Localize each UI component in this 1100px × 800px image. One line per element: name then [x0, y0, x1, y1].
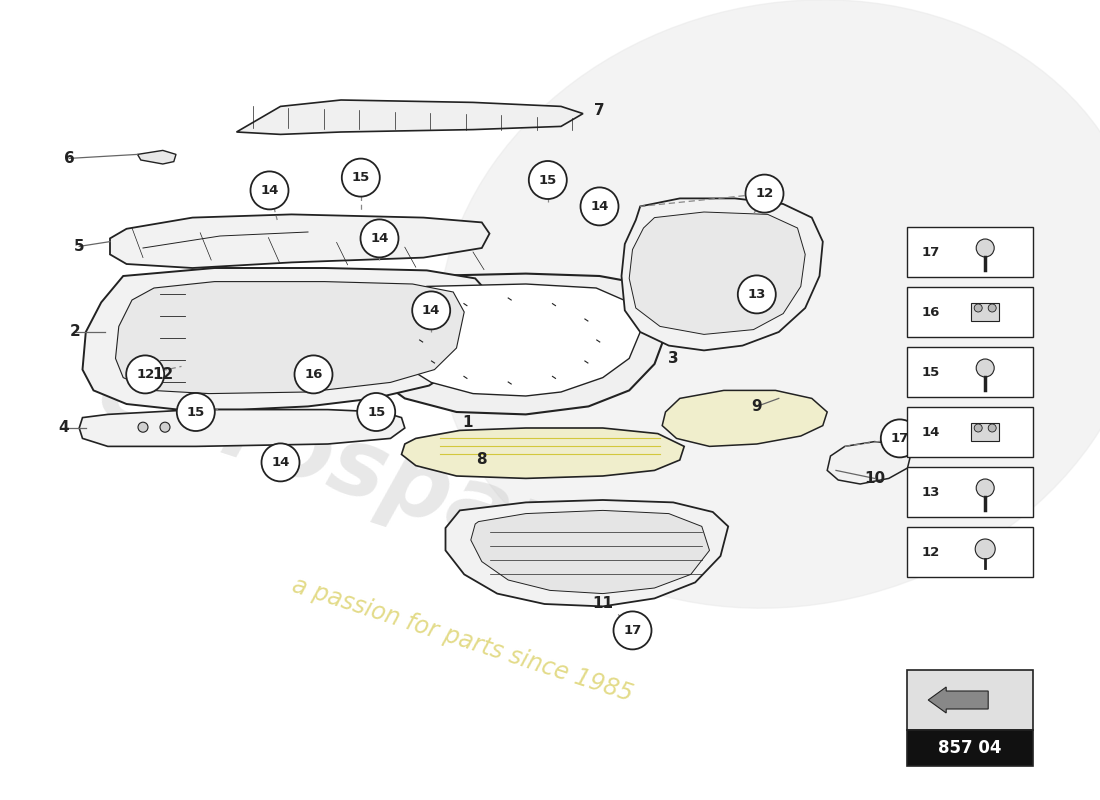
Text: 13: 13	[748, 288, 766, 301]
Polygon shape	[906, 347, 1034, 397]
Polygon shape	[906, 730, 1034, 766]
Polygon shape	[906, 227, 1034, 277]
Circle shape	[126, 355, 164, 394]
Circle shape	[138, 422, 148, 432]
Text: 2: 2	[69, 325, 80, 339]
Text: 15: 15	[539, 174, 557, 186]
FancyArrow shape	[928, 687, 988, 713]
Text: 14: 14	[272, 456, 289, 469]
Polygon shape	[971, 423, 999, 441]
Text: 5: 5	[74, 239, 85, 254]
Polygon shape	[446, 500, 728, 606]
Polygon shape	[629, 212, 805, 334]
Polygon shape	[827, 442, 911, 484]
Circle shape	[358, 393, 395, 431]
Polygon shape	[906, 670, 1034, 730]
Circle shape	[412, 291, 450, 330]
Circle shape	[976, 479, 994, 497]
Polygon shape	[383, 284, 640, 396]
Polygon shape	[906, 527, 1034, 577]
Polygon shape	[402, 428, 684, 478]
Circle shape	[295, 355, 332, 394]
Polygon shape	[350, 274, 666, 414]
Circle shape	[342, 158, 380, 197]
Text: 3: 3	[668, 351, 679, 366]
Text: 17: 17	[922, 246, 940, 258]
Polygon shape	[621, 198, 823, 350]
Circle shape	[529, 161, 566, 199]
Polygon shape	[906, 287, 1034, 337]
Circle shape	[251, 171, 288, 210]
Circle shape	[581, 187, 618, 226]
Text: 1: 1	[462, 415, 473, 430]
Polygon shape	[906, 407, 1034, 457]
Circle shape	[976, 539, 996, 559]
Circle shape	[746, 174, 783, 213]
Polygon shape	[79, 410, 405, 446]
Text: 16: 16	[922, 306, 940, 318]
Text: 17: 17	[891, 432, 909, 445]
Polygon shape	[236, 100, 583, 134]
Circle shape	[975, 304, 982, 312]
Text: 15: 15	[367, 406, 385, 418]
Circle shape	[262, 443, 299, 482]
Text: 857 04: 857 04	[938, 739, 1002, 757]
Circle shape	[160, 422, 170, 432]
Circle shape	[361, 219, 398, 258]
Circle shape	[975, 424, 982, 432]
Polygon shape	[662, 390, 827, 446]
Text: 13: 13	[922, 486, 940, 498]
Circle shape	[881, 419, 918, 458]
Circle shape	[614, 611, 651, 650]
Text: 14: 14	[371, 232, 388, 245]
Text: 17: 17	[624, 624, 641, 637]
Text: 12: 12	[756, 187, 773, 200]
Polygon shape	[82, 268, 490, 410]
Text: 7: 7	[594, 103, 605, 118]
Text: 6: 6	[64, 151, 75, 166]
Text: 15: 15	[187, 406, 205, 418]
Text: 12: 12	[152, 367, 174, 382]
Text: eurospares: eurospares	[87, 344, 683, 616]
Text: 10: 10	[864, 471, 886, 486]
Circle shape	[177, 393, 214, 431]
Text: 15: 15	[922, 366, 940, 378]
Text: 16: 16	[305, 368, 322, 381]
Text: 14: 14	[261, 184, 278, 197]
Polygon shape	[138, 150, 176, 164]
Text: 14: 14	[922, 426, 940, 438]
Polygon shape	[110, 214, 489, 268]
Text: 12: 12	[922, 546, 940, 558]
Ellipse shape	[438, 0, 1100, 608]
Text: 15: 15	[352, 171, 370, 184]
Polygon shape	[971, 303, 999, 321]
Text: 14: 14	[422, 304, 440, 317]
Text: a passion for parts since 1985: a passion for parts since 1985	[288, 574, 636, 706]
Text: 8: 8	[476, 453, 487, 467]
Circle shape	[976, 239, 994, 257]
Text: 14: 14	[591, 200, 608, 213]
Text: 9: 9	[751, 399, 762, 414]
Polygon shape	[471, 510, 710, 594]
Polygon shape	[906, 467, 1034, 517]
Polygon shape	[116, 282, 464, 394]
Circle shape	[976, 359, 994, 377]
Text: 4: 4	[58, 421, 69, 435]
Circle shape	[988, 304, 997, 312]
Text: 12: 12	[136, 368, 154, 381]
Circle shape	[738, 275, 775, 314]
Text: 11: 11	[592, 597, 614, 611]
Circle shape	[988, 424, 997, 432]
